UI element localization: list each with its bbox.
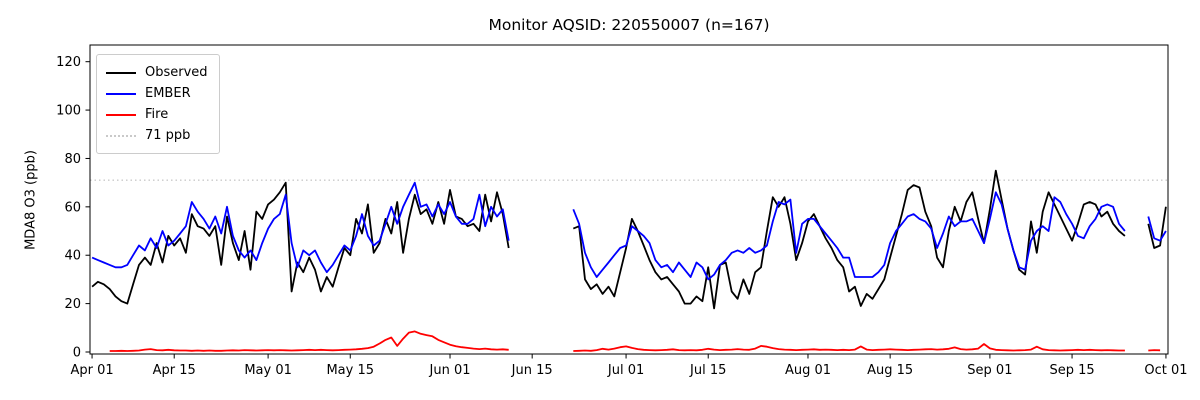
legend: Observed EMBER Fire 71 ppb — [96, 54, 220, 154]
svg-text:Jul 15: Jul 15 — [689, 363, 726, 378]
svg-text:Apr 01: Apr 01 — [70, 363, 113, 378]
svg-text:Aug 01: Aug 01 — [785, 363, 831, 378]
chart-title: Monitor AQSID: 220550007 (n=167) — [488, 16, 770, 34]
svg-text:Apr 15: Apr 15 — [153, 363, 196, 378]
svg-text:May 01: May 01 — [244, 363, 292, 378]
svg-text:80: 80 — [64, 152, 81, 167]
legend-item-ember: EMBER — [106, 83, 208, 104]
threshold-line-swatch — [106, 134, 136, 137]
svg-text:Sep 15: Sep 15 — [1049, 363, 1094, 378]
svg-text:Jun 15: Jun 15 — [511, 363, 553, 378]
legend-label: EMBER — [145, 86, 191, 101]
svg-text:Sep 01: Sep 01 — [967, 363, 1012, 378]
y-axis-label: MDA8 O3 (ppb) — [23, 150, 39, 250]
legend-item-observed: Observed — [106, 62, 208, 83]
ember-line-swatch — [106, 92, 136, 95]
legend-label: Fire — [145, 107, 169, 122]
observed-line-swatch — [106, 71, 136, 74]
legend-label: Observed — [145, 65, 208, 80]
legend-item-threshold: 71 ppb — [106, 125, 208, 146]
svg-text:120: 120 — [56, 55, 81, 70]
legend-item-fire: Fire — [106, 104, 208, 125]
svg-text:40: 40 — [64, 249, 81, 264]
svg-text:Aug 15: Aug 15 — [867, 363, 913, 378]
svg-text:100: 100 — [56, 104, 81, 119]
legend-label: 71 ppb — [145, 128, 191, 143]
svg-text:60: 60 — [64, 200, 81, 215]
fire-line-swatch — [106, 113, 136, 116]
svg-text:May 15: May 15 — [326, 363, 374, 378]
svg-text:20: 20 — [64, 297, 81, 312]
svg-text:Oct 01: Oct 01 — [1144, 363, 1187, 378]
svg-text:0: 0 — [73, 345, 81, 360]
svg-text:Jul 01: Jul 01 — [607, 363, 644, 378]
svg-text:Jun 01: Jun 01 — [429, 363, 471, 378]
